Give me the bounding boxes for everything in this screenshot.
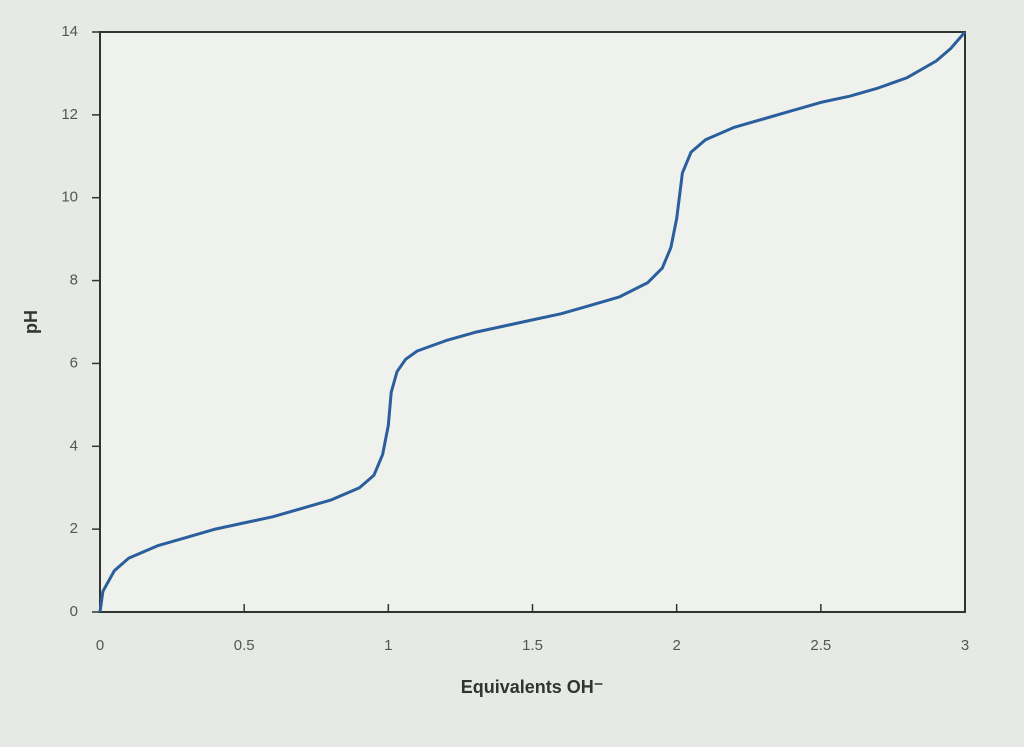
y-tick-label: 2: [70, 520, 78, 537]
y-tick-label: 6: [70, 354, 78, 371]
y-tick-label: 4: [70, 437, 78, 454]
x-tick-label: 2: [672, 637, 680, 654]
y-tick-label: 14: [61, 23, 78, 40]
x-tick-label: 0.5: [234, 637, 255, 654]
y-tick-label: 0: [70, 603, 78, 620]
y-axis-title: pH: [21, 310, 41, 334]
x-tick-label: 3: [961, 637, 969, 654]
x-tick-label: 1.5: [522, 637, 543, 654]
x-axis-title: Equivalents OH⁻: [461, 677, 604, 697]
y-tick-label: 10: [61, 189, 78, 206]
y-tick-label: 12: [61, 106, 78, 123]
plot-area: [99, 31, 966, 613]
line-series: [98, 31, 967, 613]
x-tick-label: 1: [384, 637, 392, 654]
x-tick-label: 2.5: [810, 637, 831, 654]
y-tick-label: 8: [70, 272, 78, 289]
x-tick-label: 0: [96, 637, 104, 654]
